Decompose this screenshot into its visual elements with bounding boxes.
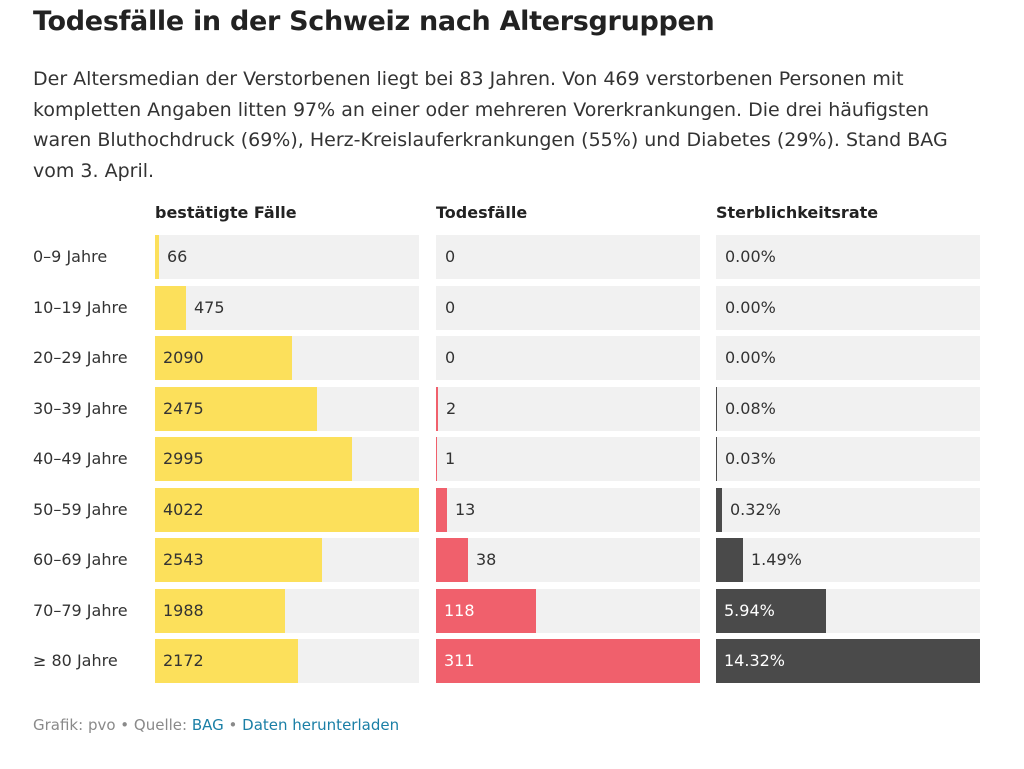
chart-footer: Grafik: pvo • Quelle: BAG • Daten herunt…	[33, 716, 399, 734]
deaths-bar	[436, 387, 438, 431]
rate-cell: 0.08%	[716, 387, 980, 431]
column-header-cases: bestätigte Fälle	[155, 203, 297, 222]
cases-cell: 4022	[155, 488, 419, 532]
rate-value-label: 5.94%	[724, 601, 775, 620]
deaths-value-label: 2	[446, 399, 457, 418]
cases-value-label: 2543	[163, 550, 204, 569]
cases-value-label: 66	[167, 247, 188, 266]
cases-value-label: 2995	[163, 449, 204, 468]
row-label: 30–39 Jahre	[33, 399, 128, 418]
cases-value-label: 475	[194, 298, 225, 317]
chart-subtitle: Der Altersmedian der Verstorbenen liegt …	[33, 68, 948, 182]
cases-bar	[155, 639, 298, 683]
deaths-value-label: 1	[445, 449, 456, 468]
cases-value-label: 2172	[163, 651, 204, 670]
cases-bar	[155, 589, 285, 633]
deaths-cell: 38	[436, 538, 700, 582]
row-label: 20–29 Jahre	[33, 348, 128, 367]
footer-credit: Grafik: pvo • Quelle:	[33, 716, 192, 734]
row-label: 60–69 Jahre	[33, 550, 128, 569]
deaths-cell: 0	[436, 235, 700, 279]
row-label: 0–9 Jahre	[33, 247, 108, 266]
deaths-cell: 118	[436, 589, 700, 633]
row-label: ≥ 80 Jahre	[33, 651, 118, 670]
cases-bar	[155, 286, 186, 330]
deaths-bar	[436, 639, 700, 683]
rate-bar	[716, 589, 826, 633]
rate-value-label: 1.49%	[751, 550, 802, 569]
deaths-value-label: 13	[455, 500, 476, 519]
cases-cell: 2543	[155, 538, 419, 582]
cases-value-label: 1988	[163, 601, 204, 620]
cases-bar	[155, 336, 292, 380]
rate-value-label: 0.00%	[725, 348, 776, 367]
deaths-cell: 0	[436, 286, 700, 330]
row-label: 50–59 Jahre	[33, 500, 128, 519]
cases-bar	[155, 488, 419, 532]
deaths-cell: 1	[436, 437, 700, 481]
deaths-cell: 2	[436, 387, 700, 431]
deaths-value-label: 311	[444, 651, 475, 670]
column-header-deaths: Todesfälle	[436, 203, 528, 222]
cases-cell: 1988	[155, 589, 419, 633]
cases-cell: 66	[155, 235, 419, 279]
footer-separator: •	[223, 716, 243, 734]
cases-bar	[155, 387, 317, 431]
rate-cell: 1.49%	[716, 538, 980, 582]
row-label: 10–19 Jahre	[33, 298, 128, 317]
rate-cell: 0.00%	[716, 336, 980, 380]
rate-cell: 0.03%	[716, 437, 980, 481]
rate-value-label: 0.03%	[725, 449, 776, 468]
rate-bar	[716, 488, 722, 532]
rate-value-label: 14.32%	[724, 651, 786, 670]
cases-bar	[155, 437, 352, 481]
source-link[interactable]: BAG	[191, 716, 224, 734]
rate-bar	[716, 387, 717, 431]
deaths-value-label: 0	[445, 298, 456, 317]
cases-cell: 2172	[155, 639, 419, 683]
cases-bar	[155, 538, 322, 582]
deaths-value-label: 118	[444, 601, 475, 620]
row-label: 40–49 Jahre	[33, 449, 128, 468]
rate-bar	[716, 639, 980, 683]
rate-cell: 14.32%	[716, 639, 980, 683]
cases-cell: 2995	[155, 437, 419, 481]
cases-value-label: 2475	[163, 399, 204, 418]
rate-value-label: 0.08%	[725, 399, 776, 418]
cases-cell: 2475	[155, 387, 419, 431]
row-label: 70–79 Jahre	[33, 601, 128, 620]
rate-value-label: 0.00%	[725, 247, 776, 266]
deaths-value-label: 0	[445, 247, 456, 266]
cases-cell: 475	[155, 286, 419, 330]
chart-title: Todesfälle in der Schweiz nach Altersgru…	[33, 6, 715, 37]
deaths-value-label: 38	[476, 550, 497, 569]
deaths-bar	[436, 437, 437, 481]
cases-bar	[155, 235, 159, 279]
rate-cell: 0.32%	[716, 488, 980, 532]
cases-value-label: 4022	[163, 500, 204, 519]
download-link[interactable]: Daten herunterladen	[242, 716, 400, 734]
deaths-cell: 311	[436, 639, 700, 683]
rate-cell: 5.94%	[716, 589, 980, 633]
deaths-bar	[436, 488, 447, 532]
deaths-cell: 13	[436, 488, 700, 532]
cases-value-label: 2090	[163, 348, 204, 367]
deaths-bar	[436, 589, 536, 633]
cases-cell: 2090	[155, 336, 419, 380]
deaths-bar	[436, 538, 468, 582]
rate-bar	[716, 538, 743, 582]
column-header-rate: Sterblichkeitsrate	[716, 203, 879, 222]
rate-cell: 0.00%	[716, 235, 980, 279]
rate-value-label: 0.32%	[730, 500, 781, 519]
rate-bar	[716, 437, 717, 481]
rate-value-label: 0.00%	[725, 298, 776, 317]
rate-cell: 0.00%	[716, 286, 980, 330]
deaths-value-label: 0	[445, 348, 456, 367]
deaths-cell: 0	[436, 336, 700, 380]
